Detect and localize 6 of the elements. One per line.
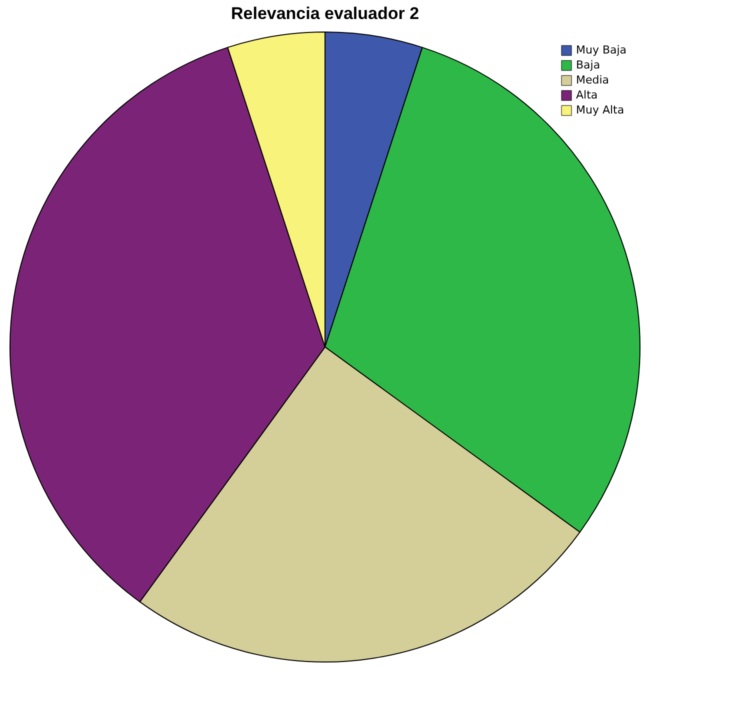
chart-title: Relevancia evaluador 2: [230, 4, 420, 23]
legend-label: Baja: [576, 58, 600, 72]
legend-label: Media: [576, 74, 610, 86]
legend-label: Muy Baja: [576, 44, 627, 56]
legend-label: Alta: [576, 88, 598, 102]
legend-label: Muy Alta: [576, 104, 624, 116]
